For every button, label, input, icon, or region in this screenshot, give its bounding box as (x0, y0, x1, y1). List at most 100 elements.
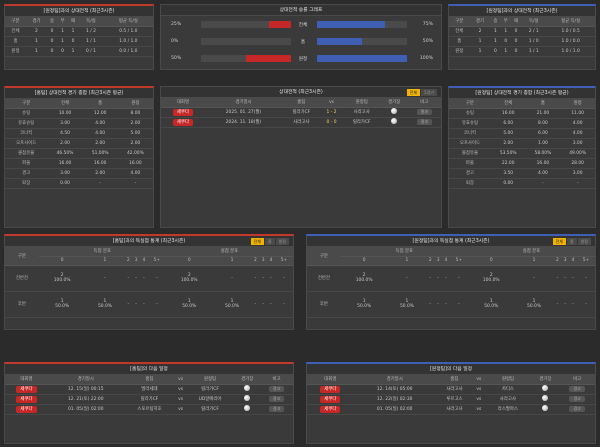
column-header: 구분 (5, 99, 48, 109)
table-row: 전체 2 0 1 1 1 / 2 0.5 / 1.0 (5, 26, 153, 37)
tab-home[interactable]: 홈 (264, 238, 275, 245)
stadium-cell (381, 117, 408, 128)
table-cell: 파울 (5, 158, 48, 169)
table-cell: 0 (510, 26, 522, 37)
column-header: 경기장 (531, 375, 560, 385)
league-badge: 세쿠다 (172, 118, 193, 126)
match-row[interactable]: 세쿠다 01. 05(일) 02:00 사라고사 vs 라스팔마스 경고 (307, 404, 595, 415)
tab-home[interactable]: 홈 (566, 238, 577, 245)
table-cell: 1 / 1 (78, 36, 104, 47)
note-cell: 결과 (407, 117, 441, 128)
match-row[interactable]: 세쿠다 01. 05(일) 02:00 스포르팅히호 vs 릴라가CF 경고 (5, 404, 293, 415)
vs-label: vs (473, 404, 485, 415)
table-cell: 코너킥 (449, 128, 491, 139)
table-cell: 1 / 1 (521, 46, 547, 57)
match-row[interactable]: 세쿠다 2024. 11. 18(월) 사라고사 0 - 0 릴라가CF 결과 (161, 117, 441, 128)
note-button[interactable]: 경고 (268, 396, 285, 402)
match-row[interactable]: 세쿠다 12. 15(일) 00:15 발라세데 vs 릴라가CF 경고 (5, 384, 293, 395)
column-header: 대회명 (5, 375, 48, 385)
away-team: 릴라가CF (185, 404, 235, 415)
away-team: 릴라가CF (342, 117, 381, 128)
table-cell: 0 / 1 (78, 46, 104, 57)
category-label: 원정 (298, 57, 308, 62)
table-row: 전반전 2 100.0% - - - - -2 100.0% - - - - - (307, 265, 595, 292)
distribution-cell: - (132, 291, 140, 318)
column-header: 경기 (25, 17, 47, 27)
panel-title: [홈팀]의 다음 일정 (5, 364, 293, 375)
distribution-cell: - (387, 265, 427, 292)
goal-tabs: 전체 홈 원정 (250, 238, 289, 245)
column-header: 원정팀 (484, 375, 532, 385)
away-next-schedule-panel: [원정팀]의 다음 일정 대회명 경기일시 홈팀 vs 원정팀 경기장 비고 세쿠다 12. 1… (306, 362, 596, 444)
league-cell: 세쿠다 (5, 384, 48, 395)
league-badge: 세쿠다 (16, 385, 37, 393)
table-cell: - (82, 178, 118, 189)
table-cell: 슈팅 (5, 108, 48, 119)
distribution-cell: - (259, 265, 268, 292)
tab-away[interactable]: 원정 (577, 238, 591, 245)
table-cell: - (117, 178, 153, 189)
table-cell: 4.50 (47, 128, 83, 139)
note-button[interactable]: 경고 (569, 396, 585, 402)
column-header: 득/실 (521, 17, 547, 27)
vs-label: vs (175, 384, 186, 395)
table-cell: 53.50% (490, 148, 526, 159)
match-row[interactable]: 세쿠다 12. 14(토) 05:00 사라고사 vs 카디스 경고 (307, 384, 595, 395)
table-cell: 1 (25, 46, 47, 57)
note-button[interactable]: 경고 (268, 406, 285, 412)
distribution-cell: - (442, 265, 450, 292)
table-row: 코너킥 4.50 4.00 5.00 (5, 128, 153, 139)
distribution-cell: 1 50.0% (467, 291, 515, 318)
column-header: 원정팀 (185, 375, 235, 385)
table-cell: 1 (490, 26, 501, 37)
tab-all[interactable]: 전체 (250, 238, 264, 245)
half-label: 전반전 (307, 265, 341, 292)
away-win-rate: 50% (422, 39, 433, 44)
distribution-cell: - (576, 265, 595, 292)
table-row: 볼점유율 53.50% 58.00% 49.00% (449, 148, 595, 159)
tab-5games[interactable]: 5경기 (421, 89, 437, 96)
tab-all[interactable]: 전체 (406, 89, 421, 96)
home-rate-bar (268, 21, 291, 28)
note-button[interactable]: 경고 (268, 386, 285, 392)
table-cell: 21.00 (525, 108, 561, 119)
goal-group-header: 득점 분포 (38, 247, 166, 257)
table-cell: 6.00 (525, 128, 561, 139)
match-row[interactable]: 세쿠다 12. 21(토) 22:00 릴라가CF vs UD알메리아 경고 (5, 394, 293, 405)
column-header: 대회명 (161, 98, 205, 108)
away-team: 사라고사 (484, 394, 532, 405)
tab-away[interactable]: 원정 (275, 238, 289, 245)
note-button[interactable]: 경고 (569, 406, 585, 412)
match-row[interactable]: 세쿠다 2025. 01. 27(월) 릴라가CF 1 - 2 사라고사 결과 (161, 107, 441, 118)
goal-count-header: 0 (467, 256, 515, 266)
category-label: 홈 (300, 40, 306, 45)
vs-label: vs (175, 394, 186, 405)
table-row: 원정 1 0 0 1 0 / 1 0.0 / 1.0 (5, 46, 153, 57)
note-cell: 경고 (559, 404, 595, 415)
distribution-cell: - (140, 265, 148, 292)
panel-title: [원정팀]과의 상대전적 (최근3시즌) (449, 6, 595, 17)
distribution-cell: - (147, 265, 166, 292)
goal-count-header: 5+ (449, 256, 468, 266)
match-date: 01. 05(일) 02:00 (47, 404, 124, 415)
tab-all[interactable]: 전체 (552, 238, 566, 245)
graph-row: 25% 전체 75% (161, 20, 441, 30)
table-cell: 4.00 (117, 168, 153, 179)
match-date: 2024. 11. 18(월) (204, 117, 283, 128)
panel-title: 상대전적 (최근3시즌) (161, 87, 441, 98)
column-header: 전체 (47, 99, 83, 109)
goal-count-header: 2 (124, 256, 133, 266)
column-header: 홈팀 (435, 375, 474, 385)
note-button[interactable]: 경고 (569, 386, 585, 392)
match-row[interactable]: 세쿠다 12. 22(일) 02:30 루르고스 vs 사라고사 경고 (307, 394, 595, 405)
matches-table: 대회명 경기일시 홈팀 vs 원정팀 경기장 비고 세쿠다 2025. 01. 27(월) 릴라가… (161, 98, 441, 128)
note-button[interactable]: 결과 (416, 119, 432, 125)
half-label: 전반전 (5, 265, 39, 292)
distribution-cell: - (553, 265, 562, 292)
distribution-cell: - (561, 265, 570, 292)
distribution-cell: - (140, 291, 148, 318)
table-cell: 2.00 (117, 138, 153, 149)
league-cell: 세쿠다 (307, 394, 354, 405)
note-button[interactable]: 결과 (416, 109, 432, 115)
goal-count-header: 4 (569, 256, 577, 266)
